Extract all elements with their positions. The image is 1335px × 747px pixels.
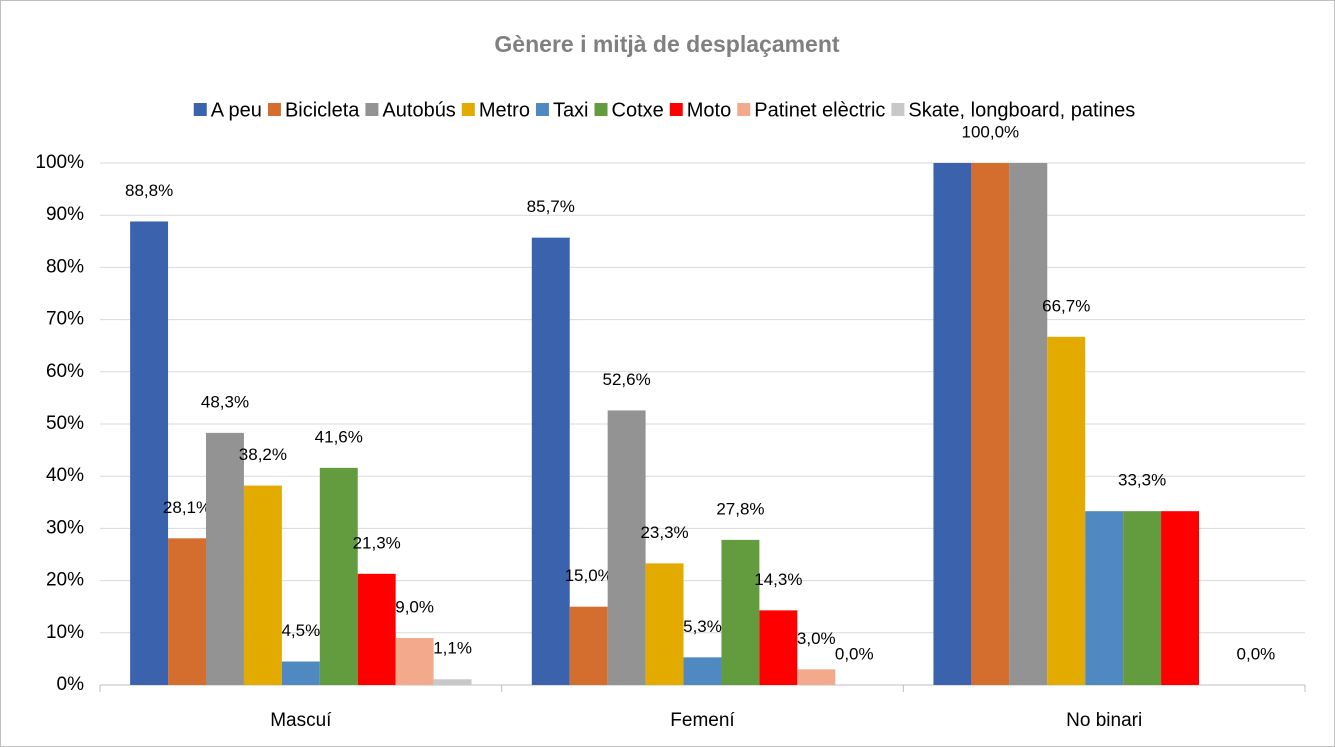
bar	[683, 657, 722, 685]
y-tick-label: 80%	[46, 256, 84, 277]
y-tick-label: 90%	[46, 204, 84, 225]
data-label: 38,2%	[239, 445, 287, 464]
bar	[395, 638, 434, 685]
data-label: 5,3%	[683, 617, 722, 636]
bar	[1123, 511, 1162, 685]
data-label: 88,8%	[125, 181, 173, 200]
y-tick-label: 20%	[46, 570, 84, 591]
legend-label: Taxi	[553, 99, 589, 121]
legend-label: Moto	[687, 99, 731, 121]
data-label: 4,5%	[281, 621, 320, 640]
bar	[319, 467, 358, 685]
data-label: 48,3%	[201, 392, 249, 411]
x-tick-label: No binari	[1066, 710, 1142, 731]
y-tick-label: 100%	[35, 152, 84, 173]
legend-swatch	[193, 103, 207, 116]
x-tick-label: Mascuí	[270, 710, 332, 731]
data-label: 28,1%	[163, 498, 211, 517]
bar	[721, 539, 760, 685]
legend-label: Skate, longboard, patines	[908, 99, 1135, 121]
bar	[1009, 163, 1048, 685]
data-label: 15,0%	[565, 566, 613, 585]
bar	[759, 610, 798, 685]
data-label: 85,7%	[527, 197, 575, 216]
data-label: 3,0%	[797, 629, 836, 648]
legend-label: A peu	[211, 99, 262, 121]
data-label: 9,0%	[395, 598, 434, 617]
bar	[607, 410, 646, 685]
bar	[933, 163, 972, 685]
bar	[971, 163, 1010, 685]
legend-swatch	[669, 103, 683, 116]
legend-label: Autobús	[382, 99, 455, 121]
y-tick-label: 70%	[46, 309, 84, 330]
legend-label: Metro	[479, 99, 530, 121]
legend-swatch	[267, 103, 281, 116]
bar	[205, 432, 244, 685]
legend-swatch	[461, 103, 475, 116]
data-label: 1,1%	[433, 639, 472, 658]
bar	[569, 606, 608, 685]
bar	[531, 237, 570, 685]
data-label: 41,6%	[315, 427, 363, 446]
legend-swatch	[891, 103, 905, 116]
data-label: 27,8%	[716, 499, 764, 518]
data-label: 14,3%	[754, 570, 802, 589]
bar	[168, 538, 206, 685]
data-label: 0,0%	[1237, 644, 1276, 663]
y-tick-label: 0%	[57, 674, 85, 695]
y-tick-label: 10%	[46, 622, 84, 643]
chart-title: Gènere i mitjà de desplaçament	[494, 31, 839, 57]
legend-label: Cotxe	[612, 99, 664, 121]
bar	[645, 563, 684, 685]
data-label: 66,7%	[1042, 296, 1090, 315]
legend-swatch	[535, 103, 549, 116]
data-label: 100,0%	[962, 122, 1020, 141]
bar	[281, 661, 320, 685]
bar	[1085, 511, 1124, 685]
bar	[357, 573, 396, 685]
legend-swatch	[365, 103, 379, 116]
y-tick-label: 60%	[46, 361, 84, 382]
legend-label: Bicicleta	[285, 99, 360, 121]
data-label: 21,3%	[353, 533, 401, 552]
y-tick-label: 50%	[46, 413, 84, 434]
y-tick-label: 30%	[46, 517, 84, 538]
bar	[797, 669, 836, 685]
data-label: 52,6%	[603, 370, 651, 389]
x-tick-label: Femení	[670, 710, 735, 731]
data-label: 23,3%	[640, 523, 688, 542]
legend-label: Patinet elèctric	[754, 99, 885, 121]
bar	[1047, 336, 1086, 685]
bar	[1161, 511, 1200, 685]
bar	[243, 485, 282, 685]
bar	[130, 221, 169, 686]
legend-swatch	[594, 103, 608, 116]
bar	[433, 679, 472, 685]
data-label: 33,3%	[1118, 471, 1166, 490]
legend-swatch	[737, 103, 751, 116]
data-label: 0,0%	[835, 644, 874, 663]
y-tick-label: 40%	[46, 465, 84, 486]
